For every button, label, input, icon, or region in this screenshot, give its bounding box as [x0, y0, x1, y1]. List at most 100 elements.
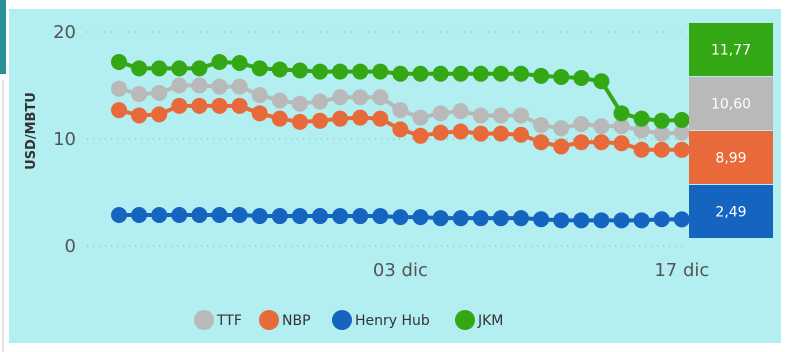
data-point [271, 208, 288, 225]
data-point [492, 107, 509, 124]
data-point [412, 209, 429, 226]
data-point [432, 65, 449, 82]
data-point [372, 208, 389, 225]
data-point [332, 89, 349, 106]
legend-label: Henry Hub [355, 313, 430, 329]
data-point [573, 70, 590, 87]
data-point [633, 122, 650, 139]
data-point [492, 210, 509, 227]
data-point [111, 80, 127, 97]
x-tick-label: 17 dic [654, 260, 709, 281]
data-point [673, 211, 690, 228]
data-point [432, 210, 449, 227]
data-point [593, 134, 610, 151]
data-point [412, 109, 429, 126]
data-point [533, 211, 550, 228]
data-point [291, 208, 308, 225]
legend-item[interactable]: NBP [259, 310, 311, 330]
data-point [211, 97, 228, 114]
data-point [653, 211, 670, 228]
data-point [251, 60, 268, 77]
data-point [673, 124, 690, 141]
data-point [231, 78, 248, 95]
legend-swatch [332, 310, 352, 330]
data-point [472, 210, 489, 227]
data-point [392, 121, 409, 138]
data-point [472, 125, 489, 142]
data-point [653, 112, 670, 129]
data-point [673, 112, 690, 129]
legend-label: NBP [282, 313, 311, 329]
data-point [151, 206, 168, 223]
series-henry-hub [111, 206, 690, 229]
data-point [492, 125, 509, 142]
data-point [452, 210, 469, 227]
end-label-value: 2,49 [715, 205, 746, 221]
data-point [392, 209, 409, 226]
data-point [372, 89, 389, 106]
data-point [191, 97, 208, 114]
data-point [251, 105, 268, 122]
data-point [191, 60, 208, 77]
data-point [452, 65, 469, 82]
data-point [513, 126, 529, 143]
data-point [251, 208, 268, 225]
y-axis-ticks: 0 10 20 [53, 22, 76, 257]
data-point [151, 84, 168, 101]
end-label-bg [689, 131, 773, 184]
series-jkm [111, 53, 690, 129]
end-label-bg [689, 23, 773, 76]
data-point [151, 106, 168, 123]
data-point [533, 117, 550, 134]
data-point [211, 206, 228, 223]
data-point [312, 112, 328, 129]
data-point [251, 87, 268, 104]
data-point [291, 113, 308, 130]
data-point [191, 206, 208, 223]
page-edge-accent [0, 0, 6, 74]
data-point [613, 135, 630, 152]
page-edge-line [2, 80, 4, 352]
legend-item[interactable]: JKM [455, 310, 503, 330]
end-value-labels: 11,77 10,60 8,99 2,49 [689, 23, 773, 238]
chart-panel: 0 10 20 USD/MBTU 03 dic 17 dic 11,77 10,60 8,… [9, 9, 781, 343]
data-point [653, 141, 670, 158]
data-point [231, 97, 248, 114]
legend-item[interactable]: TTF [194, 310, 242, 330]
data-point [533, 67, 550, 84]
data-point [131, 60, 148, 77]
data-point [513, 210, 529, 227]
data-point [573, 116, 590, 133]
legend-swatch [259, 310, 279, 330]
data-point [332, 63, 349, 80]
line-chart: 0 10 20 USD/MBTU 03 dic 17 dic 11,77 10,60 8,… [24, 22, 773, 330]
data-point [271, 92, 288, 109]
data-point [553, 68, 570, 85]
data-point [352, 89, 369, 106]
data-point [573, 134, 590, 151]
end-label-value: 8,99 [715, 151, 746, 167]
y-tick-label: 20 [53, 22, 76, 43]
data-point [633, 141, 650, 158]
legend-item[interactable]: Henry Hub [332, 310, 430, 330]
end-label-bg [689, 77, 773, 130]
data-point [111, 53, 127, 70]
data-point [352, 208, 369, 225]
data-point [452, 103, 469, 120]
data-point [392, 65, 409, 82]
data-point [593, 212, 610, 229]
data-point [332, 208, 349, 225]
y-tick-label: 10 [53, 129, 76, 150]
data-point [392, 102, 409, 119]
series-group [111, 53, 690, 229]
data-point [573, 212, 590, 229]
data-point [432, 124, 449, 141]
x-tick-label: 03 dic [373, 260, 428, 281]
data-point [472, 107, 489, 124]
data-point [211, 78, 228, 95]
legend-label: JKM [477, 313, 503, 329]
end-label-box: 11,77 [689, 23, 773, 76]
data-point [131, 107, 148, 124]
data-point [131, 206, 148, 223]
data-point [131, 86, 148, 103]
